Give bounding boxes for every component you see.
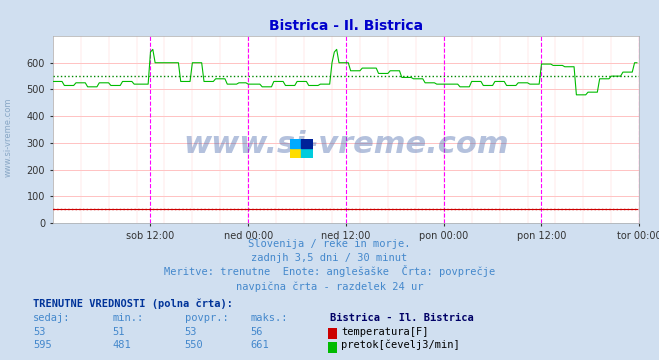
Bar <box>301 148 313 158</box>
Text: 51: 51 <box>112 327 125 337</box>
Text: povpr.:: povpr.: <box>185 313 228 323</box>
Text: TRENUTNE VREDNOSTI (polna črta):: TRENUTNE VREDNOSTI (polna črta): <box>33 298 233 309</box>
Title: Bistrica - Il. Bistrica: Bistrica - Il. Bistrica <box>269 19 423 33</box>
Bar <box>290 148 301 158</box>
Text: www.si-vreme.com: www.si-vreme.com <box>3 97 13 176</box>
Text: navpična črta - razdelek 24 ur: navpična črta - razdelek 24 ur <box>236 281 423 292</box>
Text: maks.:: maks.: <box>250 313 288 323</box>
Text: temperatura[F]: temperatura[F] <box>341 327 429 337</box>
Text: pretok[čevelj3/min]: pretok[čevelj3/min] <box>341 340 460 351</box>
Text: Bistrica - Il. Bistrica: Bistrica - Il. Bistrica <box>330 313 473 323</box>
Bar <box>301 139 313 148</box>
Text: Meritve: trenutne  Enote: anglešaške  Črta: povprečje: Meritve: trenutne Enote: anglešaške Črta… <box>164 265 495 278</box>
Text: 595: 595 <box>33 341 51 351</box>
Text: 56: 56 <box>250 327 263 337</box>
Text: sedaj:: sedaj: <box>33 313 71 323</box>
Text: www.si-vreme.com: www.si-vreme.com <box>183 130 509 159</box>
Text: 481: 481 <box>112 341 130 351</box>
Text: zadnjh 3,5 dni / 30 minut: zadnjh 3,5 dni / 30 minut <box>251 253 408 263</box>
Text: 53: 53 <box>185 327 197 337</box>
Text: Slovenija / reke in morje.: Slovenija / reke in morje. <box>248 239 411 249</box>
Text: 53: 53 <box>33 327 45 337</box>
Text: min.:: min.: <box>112 313 143 323</box>
Text: 550: 550 <box>185 341 203 351</box>
Text: 661: 661 <box>250 341 269 351</box>
Bar <box>290 139 301 148</box>
